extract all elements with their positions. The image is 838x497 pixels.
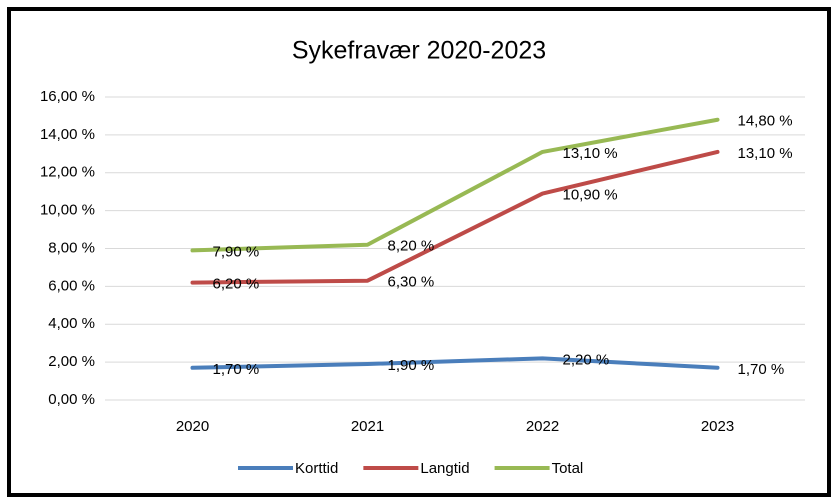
y-tick-label: 6,00 % <box>48 277 95 294</box>
y-tick-label: 16,00 % <box>40 88 95 105</box>
y-tick-label: 4,00 % <box>48 315 95 332</box>
y-tick-label: 14,00 % <box>40 126 95 143</box>
data-label: 13,10 % <box>738 145 793 162</box>
y-tick-label: 10,00 % <box>40 202 95 219</box>
data-label: 1,70 % <box>213 361 260 378</box>
line-series <box>190 117 720 253</box>
data-label: 6,20 % <box>213 276 260 293</box>
x-tick-label: 2021 <box>351 418 384 435</box>
x-tick-label: 2023 <box>701 418 734 435</box>
legend-label: Langtid <box>420 460 469 477</box>
line-series <box>190 356 720 370</box>
data-label: 10,90 % <box>563 187 618 204</box>
y-tick-label: 0,00 % <box>48 391 95 408</box>
data-label: 13,10 % <box>563 145 618 162</box>
legend-label: Korttid <box>295 460 338 477</box>
chart-frame <box>7 7 831 497</box>
x-tick-label: 2022 <box>526 418 559 435</box>
chart-title: Sykefravær 2020-2023 <box>292 37 546 65</box>
y-tick-label: 2,00 % <box>48 353 95 370</box>
data-label: 14,80 % <box>738 113 793 130</box>
y-tick-label: 12,00 % <box>40 164 95 181</box>
data-label: 2,20 % <box>563 351 610 368</box>
data-label: 7,90 % <box>213 243 260 260</box>
line-series <box>190 149 720 285</box>
x-tick-label: 2020 <box>176 418 209 435</box>
data-label: 8,20 % <box>388 238 435 255</box>
data-label: 1,90 % <box>388 357 435 374</box>
data-label: 6,30 % <box>388 274 435 291</box>
data-label: 1,70 % <box>738 361 785 378</box>
legend-label: Total <box>552 460 584 477</box>
y-tick-label: 8,00 % <box>48 239 95 256</box>
